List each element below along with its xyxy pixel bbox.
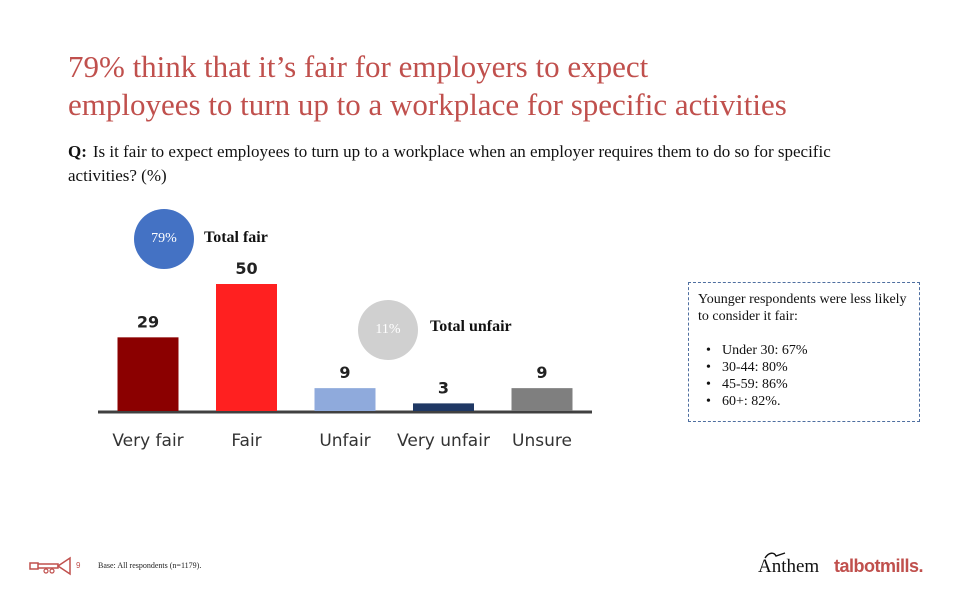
category-label-unsure: Unsure	[512, 431, 572, 451]
title-line-1: 79% think that it’s fair for employers t…	[68, 49, 649, 84]
anthem-logo: Anthem	[758, 556, 820, 577]
bar-very-fair	[117, 337, 179, 411]
talbotmills-logo: talbotmills.	[834, 556, 923, 577]
talbotmills-logo-text: talbotmills	[834, 556, 919, 576]
title-line-2: employees to turn up to a workplace for …	[68, 87, 787, 122]
total-unfair-label: Total unfair	[430, 318, 512, 335]
anthem-logo-mark-icon	[764, 552, 786, 559]
page-number: 9	[76, 561, 81, 570]
category-label-very-fair: Very fair	[112, 431, 183, 451]
data-label-very-fair: 29	[137, 312, 159, 331]
category-label-fair: Fair	[231, 431, 261, 451]
data-label-very-unfair: 3	[438, 378, 449, 397]
total-fair-value: 79%	[151, 231, 177, 246]
category-label-unfair: Unfair	[319, 431, 370, 451]
bar-fair	[216, 284, 277, 411]
question-prefix: Q:	[68, 142, 87, 161]
data-label-unsure: 9	[536, 363, 547, 382]
data-label-unfair: 9	[339, 363, 350, 382]
category-label-very-unfair: Very unfair	[397, 431, 490, 451]
bar-very-unfair	[413, 403, 474, 411]
survey-question: Q: Is it fair to expect employees to turn…	[68, 140, 898, 188]
note-item-60-plus: 60+: 82%.	[706, 393, 911, 410]
age-note-box: Younger respondents were less likely to …	[688, 282, 920, 422]
note-item-45-59: 45-59: 86%	[706, 376, 911, 393]
note-intro: Younger respondents were less likely to …	[698, 292, 907, 324]
total-fair-label: Total fair	[204, 229, 268, 246]
question-text: Is it fair to expect employees to turn u…	[68, 142, 831, 185]
bar-unfair	[314, 388, 376, 411]
talbotmills-logo-dot: .	[918, 556, 924, 576]
bar-unsure	[511, 388, 573, 411]
total-fair-bubble: 79%	[134, 209, 194, 269]
note-item-under-30: Under 30: 67%	[706, 342, 911, 359]
total-unfair-bubble: 11%	[358, 300, 418, 360]
note-item-30-44: 30-44: 80%	[706, 359, 911, 376]
trumpet-icon	[29, 556, 71, 576]
data-label-fair: 50	[235, 259, 257, 278]
page-title: 79% think that it’s fair for employers t…	[68, 48, 928, 124]
base-note: Base: All respondents (n=1179).	[98, 561, 202, 570]
note-list: Under 30: 67% 30-44: 80% 45-59: 86% 60+:…	[698, 342, 911, 410]
total-unfair-value: 11%	[375, 322, 401, 337]
